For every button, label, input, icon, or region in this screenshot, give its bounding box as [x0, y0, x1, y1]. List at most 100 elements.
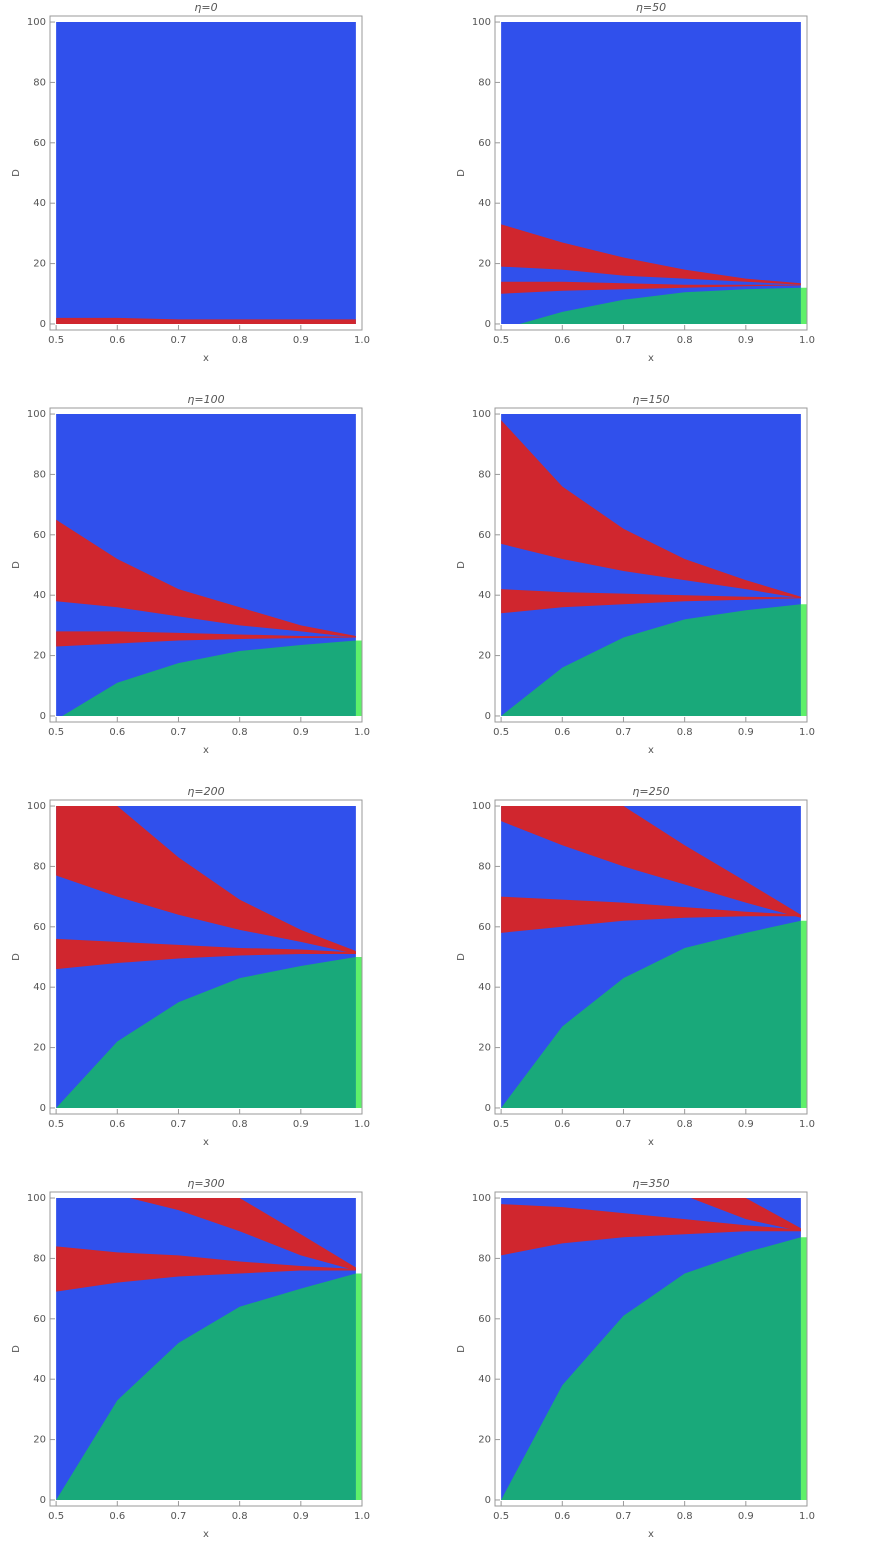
panel: 0.5 0.6 0.7 0.8 0.9 1.0 0 20 40 60 80 100 η=300 x D: [11, 1177, 370, 1540]
x-tick-label: 0.7: [171, 1119, 187, 1130]
x-tick-label: 0.5: [493, 1511, 509, 1522]
x-axis-label: x: [648, 745, 654, 756]
region: [501, 420, 801, 599]
x-tick-label: 1.0: [799, 727, 815, 738]
x-tick-label: 0.5: [48, 1119, 64, 1130]
x-tick-label: 1.0: [354, 1119, 370, 1130]
x-tick-label: 0.5: [493, 727, 509, 738]
x-tick-label: 0.7: [616, 335, 632, 346]
region: [800, 1237, 807, 1500]
x-tick-label: 0.8: [677, 727, 693, 738]
region: [56, 631, 356, 647]
x-tick-label: 1.0: [799, 1119, 815, 1130]
region: [501, 806, 801, 918]
region: [56, 1246, 356, 1292]
x-tick-label: 0.5: [493, 1119, 509, 1130]
y-axis-label: D: [456, 169, 467, 177]
x-tick-label: 0.9: [738, 1511, 754, 1522]
x-tick-label: 0.6: [109, 727, 125, 738]
y-tick-label: 80: [478, 1253, 491, 1264]
x-tick-label: 0.8: [232, 727, 248, 738]
region: [56, 22, 356, 324]
x-tick-label: 1.0: [354, 727, 370, 738]
x-tick-label: 0.9: [738, 335, 754, 346]
region: [501, 1237, 801, 1500]
x-tick-label: 0.7: [616, 727, 632, 738]
y-tick-label: 60: [33, 138, 46, 149]
y-tick-label: 40: [478, 590, 491, 601]
y-tick-label: 80: [478, 861, 491, 872]
x-tick-label: 0.9: [293, 1119, 309, 1130]
x-tick-label: 0.6: [109, 1119, 125, 1130]
region: [501, 920, 801, 1108]
panel: 0.5 0.6 0.7 0.8 0.9 1.0 0 20 40 60 80 100 η=200 x D: [11, 785, 370, 1148]
x-tick-label: 0.9: [738, 1119, 754, 1130]
y-tick-label: 20: [478, 1435, 491, 1446]
plot-frame: [49, 1191, 363, 1507]
y-tick-label: 20: [478, 259, 491, 270]
y-tick-label: 20: [478, 651, 491, 662]
y-tick-label: 20: [33, 259, 46, 270]
x-axis-label: x: [203, 353, 209, 364]
x-axis-label: x: [648, 1137, 654, 1148]
x-axis-label: x: [648, 353, 654, 364]
x-tick-label: 0.5: [48, 1511, 64, 1522]
y-tick-label: 20: [33, 651, 46, 662]
region: [501, 896, 801, 933]
y-tick-label: 60: [33, 530, 46, 541]
plot-frame: [494, 407, 808, 723]
x-axis-label: x: [203, 745, 209, 756]
x-tick-label: 0.8: [232, 1119, 248, 1130]
plot-frame: [49, 799, 363, 1115]
y-tick-label: 40: [478, 198, 491, 209]
x-tick-label: 0.6: [554, 335, 570, 346]
region: [800, 920, 807, 1108]
x-tick-label: 0.8: [232, 1511, 248, 1522]
chart-title: η=150: [632, 393, 669, 406]
y-tick-label: 80: [33, 77, 46, 88]
y-tick-label: 80: [33, 469, 46, 480]
region: [501, 604, 801, 716]
panel: 0.5 0.6 0.7 0.8 0.9 1.0 0 20 40 60 80 100 η=150 x D: [456, 393, 815, 756]
x-tick-label: 1.0: [354, 1511, 370, 1522]
region: [355, 957, 362, 1108]
region: [355, 1273, 362, 1500]
chart-title: η=0: [194, 1, 217, 14]
region: [800, 604, 807, 716]
y-tick-label: 40: [478, 1374, 491, 1385]
x-tick-label: 0.7: [171, 727, 187, 738]
y-tick-label: 100: [472, 801, 491, 812]
y-tick-label: 20: [33, 1043, 46, 1054]
y-tick-label: 0: [485, 319, 491, 330]
x-tick-label: 1.0: [799, 1511, 815, 1522]
region: [62, 640, 356, 716]
y-tick-label: 0: [485, 1495, 491, 1506]
region: [56, 806, 356, 954]
x-tick-label: 0.6: [109, 335, 125, 346]
y-tick-label: 40: [33, 590, 46, 601]
x-tick-label: 0.7: [616, 1119, 632, 1130]
x-tick-label: 0.6: [109, 1511, 125, 1522]
y-tick-label: 60: [478, 922, 491, 933]
x-tick-label: 0.8: [232, 335, 248, 346]
y-axis-label: D: [11, 953, 22, 961]
y-tick-label: 40: [33, 1374, 46, 1385]
x-tick-label: 0.8: [677, 335, 693, 346]
plot-frame: [49, 407, 363, 723]
y-tick-label: 100: [472, 1193, 491, 1204]
y-tick-label: 80: [33, 1253, 46, 1264]
region: [501, 22, 801, 324]
panel: 0.5 0.6 0.7 0.8 0.9 1.0 0 20 40 60 80 100 η=350 x D: [456, 1177, 815, 1540]
y-tick-label: 100: [27, 1193, 46, 1204]
y-tick-label: 100: [472, 409, 491, 420]
y-tick-label: 80: [33, 861, 46, 872]
region: [519, 287, 801, 324]
panel: 0.5 0.6 0.7 0.8 0.9 1.0 0 20 40 60 80 100 η=250 x D: [456, 785, 815, 1148]
y-tick-label: 0: [40, 1495, 46, 1506]
y-tick-label: 0: [40, 711, 46, 722]
x-axis-label: x: [648, 1529, 654, 1540]
chart-title: η=350: [632, 1177, 669, 1190]
y-tick-label: 100: [27, 801, 46, 812]
